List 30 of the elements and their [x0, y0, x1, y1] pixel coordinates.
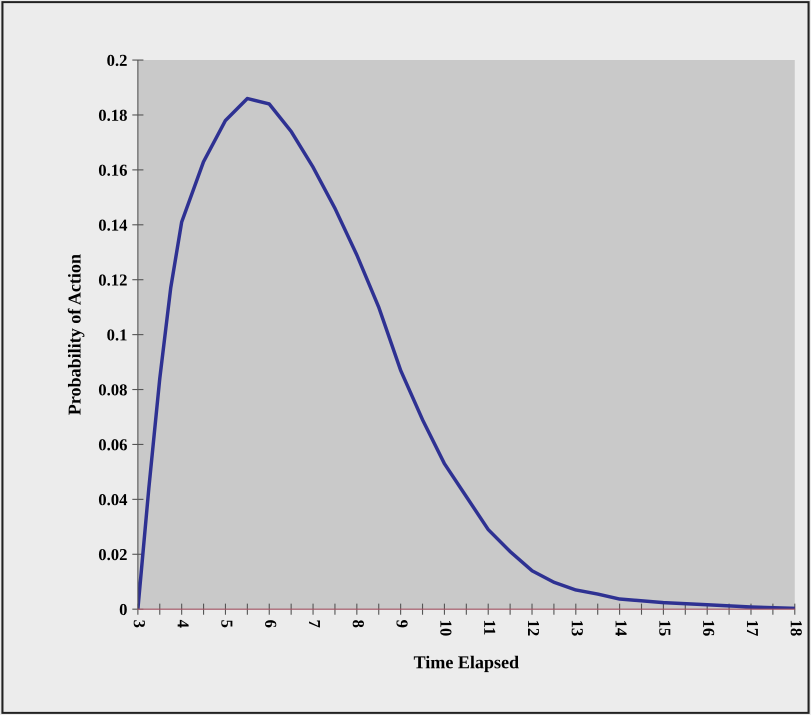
x-tick-label: 6	[265, 620, 276, 628]
x-tick-label: 10	[440, 620, 452, 636]
y-tick-label: 0.16	[98, 164, 127, 176]
y-tick-label: 0	[120, 604, 127, 616]
x-tick-label: 13	[572, 620, 583, 636]
x-tick-label: 11	[484, 620, 496, 634]
y-tick-label: 0.18	[98, 110, 127, 121]
x-tick-label: 3	[134, 620, 145, 628]
x-tick-label: 8	[352, 620, 364, 628]
x-tick-label: 15	[659, 620, 670, 636]
y-tick-label: 0.08	[98, 384, 127, 396]
y-tick-label: 0.12	[98, 274, 127, 286]
x-tick-label: 16	[703, 620, 714, 636]
y-tick-label: 0.06	[98, 439, 127, 450]
y-tick-label: 0.04	[98, 494, 128, 506]
x-tick-label: 17	[746, 620, 758, 636]
x-tick-label: 9	[396, 620, 408, 628]
y-tick-label: 0.02	[98, 548, 127, 560]
y-tick-label: 0.2	[107, 54, 127, 66]
y-tick-label: 0.1	[107, 329, 127, 341]
line-series	[138, 96, 795, 610]
x-tick-label: 4	[178, 620, 189, 628]
x-axis-title: Time Elapsed	[414, 656, 519, 672]
x-tick-label: 12	[528, 620, 540, 636]
y-tick-label: 0.14	[98, 219, 128, 231]
y-axis-title: Probability of Action	[68, 254, 84, 415]
x-tick-label: 5	[221, 620, 232, 628]
x-tick-label: 7	[309, 620, 320, 628]
x-tick-label: 18	[790, 620, 802, 636]
x-tick-label: 14	[616, 620, 627, 636]
